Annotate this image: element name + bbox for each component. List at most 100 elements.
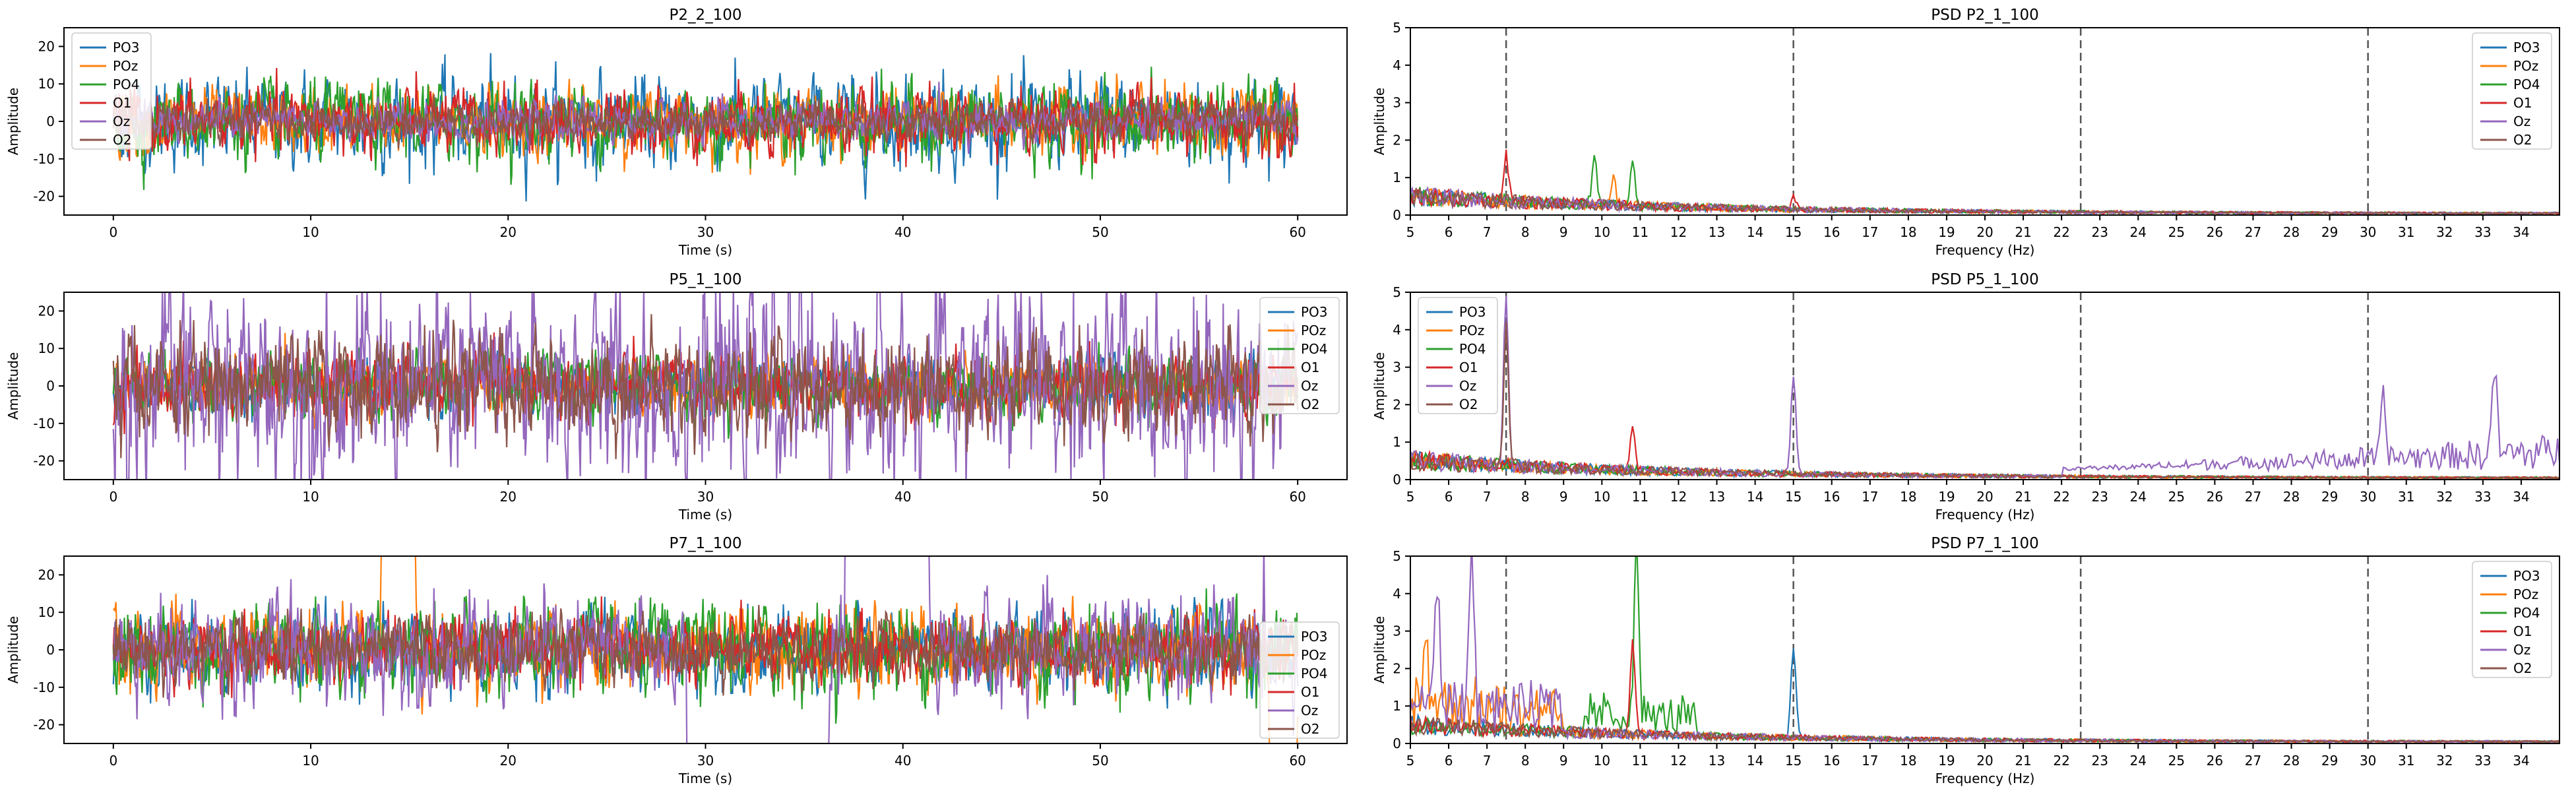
x-tick-label: 0 [109,224,117,240]
x-tick-label: 22 [2053,224,2069,240]
legend: PO3 POz PO4 O1 Oz O2 [1418,297,1498,414]
x-tick-label: 23 [2091,224,2108,240]
axes-frame [1410,555,2560,744]
series-line-Oz [112,292,1299,480]
x-tick-label: 24 [2130,753,2147,769]
y-tick-label: 0 [46,113,55,129]
x-tick-label: 13 [1709,224,1725,240]
legend-label-O1: O1 [113,95,131,111]
y-axis-label: Amplitude [1371,352,1387,420]
x-tick-label: 40 [895,753,911,769]
x-tick-label: 30 [2360,224,2376,240]
x-tick-label: 10 [302,489,319,505]
x-tick-label: 7 [1483,489,1492,505]
y-tick-label: 5 [1393,20,1401,36]
x-axis-label: Time (s) [678,242,732,258]
x-tick-label: 28 [2283,224,2300,240]
x-tick-label: 34 [2513,489,2529,505]
x-tick-label: 6 [1445,489,1453,505]
y-tick-label: -10 [33,416,55,431]
chart-panel-3: 5 6 7 8 9 10 11 12 13 14 15 16 17 18 19 20 21 22 23 24 25 26 2… [1371,271,2560,522]
axes-frame [1410,27,2560,216]
y-tick-label: 10 [38,76,55,92]
x-tick-label: 10 [1594,753,1610,769]
chart-title: PSD P7_1_100 [1931,535,2039,552]
series-line-Oz [1410,556,2560,743]
x-tick-label: 25 [2168,224,2185,240]
legend-label-O2: O2 [2513,132,2532,148]
legend-label-PO4: PO4 [1301,341,1328,357]
x-tick-label: 17 [1862,753,1878,769]
x-tick-label: 50 [1092,753,1108,769]
x-tick-label: 18 [1900,753,1916,769]
x-tick-label: 33 [2474,753,2491,769]
x-tick-label: 18 [1900,224,1916,240]
x-tick-label: 14 [1747,224,1763,240]
y-tick-label: 2 [1393,660,1401,676]
legend-label-O2: O2 [1301,721,1319,737]
x-tick-label: 11 [1632,489,1649,505]
chart-title: P5_1_100 [669,271,741,288]
legend-label-O1: O1 [1459,360,1478,375]
legend-label-PO4: PO4 [2513,77,2540,92]
x-tick-label: 34 [2513,224,2529,240]
legend-label-POz: POz [1301,647,1326,663]
legend-label-Oz: Oz [1301,378,1318,394]
plot-area [1410,292,2560,480]
series-line-O2 [1410,716,2560,743]
y-tick-label: 10 [38,340,55,356]
plot-area [112,556,1299,743]
legend-box [1259,297,1340,414]
legend-label-O2: O2 [1459,396,1478,412]
x-tick-label: 30 [2360,753,2376,769]
legend: PO3 POz PO4 O1 Oz O2 [2472,32,2552,150]
chart-title: PSD P2_1_100 [1931,7,2039,24]
y-tick-label: -20 [33,453,55,469]
x-tick-label: 17 [1862,224,1878,240]
y-tick-label: 3 [1393,360,1401,375]
x-tick-label: 19 [1938,224,1955,240]
x-tick-label: 13 [1709,489,1725,505]
legend-label-Oz: Oz [2513,113,2530,129]
x-tick-label: 26 [2207,489,2223,505]
y-tick-label: 20 [38,567,55,583]
series-line-O2 [112,314,1299,460]
y-tick-label: 2 [1393,132,1401,148]
x-tick-label: 12 [1670,489,1687,505]
chart-panel-4: 0 10 20 30 40 50 60 -20 -10 0 10 20 P7_1_100 Time (s)… [5,535,1348,786]
x-tick-label: 10 [1594,224,1610,240]
legend-label-POz: POz [2513,58,2538,74]
legend-box [71,32,152,150]
legend-label-PO4: PO4 [1459,341,1486,357]
series-line-O2 [1410,187,2560,215]
plot-area [1410,28,2560,215]
x-tick-label: 40 [895,489,911,505]
y-tick-label: 0 [46,642,55,658]
x-tick-label: 21 [2015,489,2031,505]
x-tick-label: 20 [500,224,517,240]
x-tick-label: 23 [2091,489,2108,505]
y-axis-label: Amplitude [5,88,21,156]
x-tick-label: 15 [1785,753,1802,769]
legend-label-Oz: Oz [1301,703,1318,718]
series-line-O2 [112,94,1299,149]
series-line-Oz [112,556,1299,743]
legend-label-POz: POz [1301,323,1326,338]
chart-panel-1: 5 6 7 8 9 10 11 12 13 14 15 16 17 18 19 20 21 22 23 24 25 26 2… [1371,7,2560,258]
legend-label-O2: O2 [2513,660,2532,676]
legend-label-O1: O1 [2513,623,2532,639]
x-tick-label: 15 [1785,224,1802,240]
x-tick-label: 8 [1521,489,1530,505]
legend: PO3 POz PO4 O1 Oz O2 [1259,621,1340,739]
series-line-O2 [1410,322,2560,480]
y-axis-label: Amplitude [1371,616,1387,684]
x-tick-label: 8 [1521,224,1530,240]
x-axis-label: Frequency (Hz) [1935,507,2035,522]
chart-title: P7_1_100 [669,535,741,552]
x-tick-label: 33 [2474,224,2491,240]
x-tick-label: 23 [2091,753,2108,769]
x-tick-label: 24 [2130,224,2147,240]
x-tick-label: 28 [2283,489,2300,505]
x-tick-label: 60 [1289,224,1305,240]
legend-box [1259,621,1340,739]
